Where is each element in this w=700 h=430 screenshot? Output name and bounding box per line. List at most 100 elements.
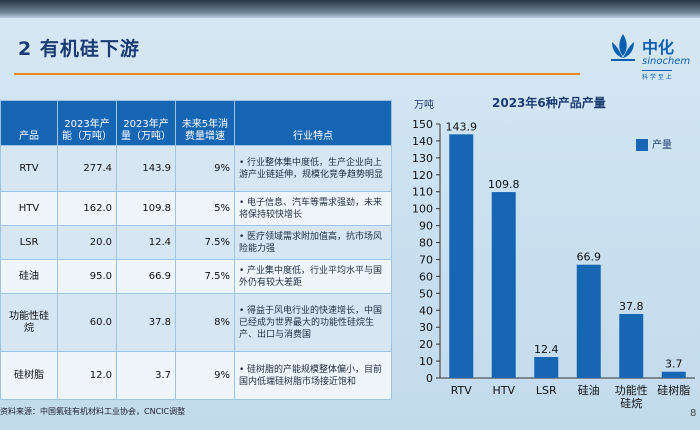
logo-brand-en: sinochem: [642, 56, 691, 67]
feature-cell: • 电子信息、汽车等需求强劲，未来将保持较快增长: [234, 191, 392, 226]
bullet-icon: •: [239, 231, 245, 242]
growth-cell: 8%: [175, 293, 235, 352]
bullet-icon: •: [239, 305, 245, 316]
product-cell: 硅树脂: [0, 351, 58, 400]
bar-value-label: 12.4: [534, 343, 559, 356]
y-tick-label: 40: [419, 304, 433, 317]
feature-text: 行业整体集中度低，生产企业向上游产业链延伸，规模化竞争趋势明显: [239, 157, 384, 180]
header-output: 2023年产量（万吨）: [116, 100, 176, 146]
y-tick-label: 0: [426, 372, 433, 385]
table-row: LSR 20.0 12.4 7.5% • 医疗领域需求附加值高，抗市场风险能力强: [0, 225, 392, 260]
feature-text: 硅树脂的产能规模整体偏小，目前国内低端硅树脂市场接近饱和: [239, 364, 383, 387]
bar-chart: 0 10 20 30 40 50 60 70 80 90 100 110 120 130 140 150 143…: [412, 118, 695, 410]
header-feature: 行业特点: [234, 100, 392, 146]
x-tick-label: LSR: [536, 384, 557, 397]
product-cell: HTV: [0, 191, 58, 226]
capacity-cell: 20.0: [57, 225, 117, 260]
product-cell: 硅油: [0, 259, 58, 294]
table-row: 硅油 95.0 66.9 7.5% • 产业集中度低，行业平均水平与国外仍有较大差距: [0, 259, 392, 294]
y-tick-label: 90: [419, 220, 433, 233]
legend-swatch: [636, 139, 648, 151]
feature-cell: • 得益于风电行业的快速增长，中国已经成为世界最大的功能性硅烷生产、出口与消费国: [234, 293, 392, 352]
table-row: 硅树脂 12.0 3.7 9% • 硅树脂的产能规模整体偏小，目前国内低端硅树脂市场接近饱…: [0, 351, 392, 400]
bar: [534, 357, 559, 378]
growth-cell: 9%: [175, 145, 235, 192]
bar: [576, 264, 601, 378]
output-cell: 66.9: [116, 259, 176, 294]
y-tick-label: 30: [419, 321, 433, 334]
output-cell: 12.4: [116, 225, 176, 260]
header-growth: 未来5年消费量增速: [175, 100, 235, 146]
product-cell: RTV: [0, 145, 58, 192]
bullet-icon: •: [239, 197, 245, 208]
output-cell: 109.8: [116, 191, 176, 226]
top-banner: [0, 0, 700, 18]
capacity-cell: 162.0: [57, 191, 117, 226]
bar-value-label: 109.8: [488, 178, 520, 191]
feature-text: 产业集中度低，行业平均水平与国外仍有较大差距: [239, 265, 383, 288]
feature-text: 电子信息、汽车等需求强劲，未来将保持较快增长: [239, 197, 383, 220]
table-row: RTV 277.4 143.9 9% • 行业整体集中度低，生产企业向上游产业链延伸，规模…: [0, 145, 392, 192]
x-tick-label: HTV: [492, 384, 515, 397]
table-row: HTV 162.0 109.8 5% • 电子信息、汽车等需求强劲，未来将保持较快增长: [0, 191, 392, 226]
bar: [449, 134, 474, 378]
bar-value-label: 37.8: [619, 300, 644, 313]
x-tick-label: 功能性硅烷: [615, 383, 648, 410]
bar-value-label: 66.9: [577, 251, 602, 264]
growth-cell: 5%: [175, 191, 235, 226]
y-tick-label: 140: [412, 135, 433, 148]
product-cell: LSR: [0, 225, 58, 260]
y-tick-label: 100: [412, 203, 433, 216]
bullet-icon: •: [239, 157, 245, 168]
y-tick-label: 10: [419, 355, 433, 368]
source-note: 资料来源：中国氟硅有机材料工业协会，CNCIC调整: [0, 407, 186, 416]
title-divider: [14, 73, 580, 75]
y-axis-unit: 万吨: [414, 100, 434, 111]
logo-brand: 中化: [642, 38, 675, 57]
header-product: 产品: [0, 100, 58, 146]
x-tick-label: 硅油: [578, 383, 600, 397]
x-tick-label: RTV: [451, 384, 473, 397]
output-cell: 3.7: [116, 351, 176, 400]
bullet-icon: •: [239, 364, 245, 375]
output-cell: 143.9: [116, 145, 176, 192]
bar: [491, 192, 516, 378]
capacity-cell: 12.0: [57, 351, 117, 400]
page-number: 8: [690, 408, 697, 419]
header-capacity: 2023年产能（万吨）: [57, 100, 117, 146]
table-row: 功能性硅烷 60.0 37.8 8% • 得益于风电行业的快速增长，中国已经成为世界最大的…: [0, 293, 392, 352]
chart-legend: 产量: [636, 136, 672, 151]
y-tick-label: 50: [419, 287, 433, 300]
capacity-cell: 95.0: [57, 259, 117, 294]
logo-tagline: 科 学 至 上: [642, 70, 672, 81]
feature-cell: • 产业集中度低，行业平均水平与国外仍有较大差距: [234, 259, 392, 294]
y-tick-label: 80: [419, 237, 433, 250]
bullet-icon: •: [239, 265, 245, 276]
feature-text: 得益于风电行业的快速增长，中国已经成为世界最大的功能性硅烷生产、出口与消费国: [239, 305, 383, 340]
bar-value-label: 3.7: [665, 358, 683, 371]
y-tick-label: 70: [419, 253, 433, 266]
y-tick-label: 130: [412, 152, 433, 165]
growth-cell: 7.5%: [175, 259, 235, 294]
y-tick-label: 150: [412, 118, 433, 131]
capacity-cell: 60.0: [57, 293, 117, 352]
capacity-cell: 277.4: [57, 145, 117, 192]
y-tick-label: 20: [419, 338, 433, 351]
page-title: 2 有机硅下游: [18, 38, 140, 60]
bar: [661, 371, 686, 378]
feature-cell: • 行业整体集中度低，生产企业向上游产业链延伸，规模化竞争趋势明显: [234, 145, 392, 192]
y-tick-label: 110: [412, 186, 433, 199]
chart-title: 2023年6种产品产量: [492, 96, 606, 110]
lotus-icon: [611, 34, 635, 61]
y-tick-label: 120: [412, 169, 433, 182]
legend-label: 产量: [652, 140, 672, 151]
product-cell: 功能性硅烷: [0, 293, 58, 352]
x-tick-label: 硅树脂: [657, 383, 690, 397]
output-cell: 37.8: [116, 293, 176, 352]
sinochem-logo: 中化 sinochem 科 学 至 上: [608, 30, 698, 88]
feature-cell: • 硅树脂的产能规模整体偏小，目前国内低端硅树脂市场接近饱和: [234, 351, 392, 400]
bar: [619, 313, 644, 378]
growth-cell: 7.5%: [175, 225, 235, 260]
growth-cell: 9%: [175, 351, 235, 400]
